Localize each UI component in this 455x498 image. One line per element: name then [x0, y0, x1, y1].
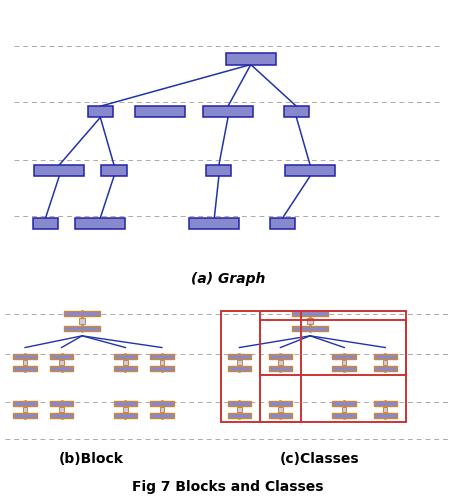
Bar [88, 106, 113, 118]
Bar [268, 354, 292, 359]
Bar [291, 326, 328, 331]
Bar [113, 354, 137, 359]
Bar [59, 360, 64, 365]
Bar [13, 354, 37, 359]
Bar [33, 218, 58, 229]
Bar [13, 366, 37, 371]
Bar [150, 366, 173, 371]
Bar [373, 401, 396, 406]
Bar [101, 165, 126, 176]
Text: (a) Graph: (a) Graph [190, 272, 265, 286]
Bar [50, 401, 73, 406]
Bar [123, 360, 127, 365]
Text: (c)Classes: (c)Classes [279, 453, 358, 467]
Bar [268, 366, 292, 371]
Bar [373, 354, 396, 359]
Bar [59, 407, 64, 412]
Text: (b)Block: (b)Block [59, 453, 123, 467]
Bar [341, 360, 346, 365]
Bar [34, 165, 84, 176]
Bar [202, 106, 253, 118]
Bar [159, 360, 164, 365]
Bar [221, 311, 300, 422]
Bar [113, 366, 137, 371]
Bar [269, 218, 295, 229]
Bar [50, 413, 73, 418]
Bar [113, 401, 137, 406]
Bar [159, 407, 164, 412]
Bar [13, 401, 37, 406]
Text: Fig 7 Blocks and Classes: Fig 7 Blocks and Classes [132, 480, 323, 494]
Bar [50, 354, 73, 359]
Bar [332, 354, 355, 359]
Bar [150, 401, 173, 406]
Bar [150, 354, 173, 359]
Bar [123, 407, 127, 412]
Bar [268, 413, 292, 418]
Bar [278, 407, 282, 412]
Bar [382, 407, 387, 412]
Bar [341, 407, 346, 412]
Bar [79, 318, 85, 324]
Bar [50, 366, 73, 371]
Bar [268, 401, 292, 406]
Bar [259, 311, 405, 422]
Bar [227, 366, 251, 371]
Bar [382, 360, 387, 365]
Bar [278, 360, 282, 365]
Bar [332, 366, 355, 371]
Bar [237, 360, 241, 365]
Bar [227, 354, 251, 359]
Bar [227, 401, 251, 406]
Bar [75, 218, 125, 229]
Bar [332, 401, 355, 406]
Bar [291, 311, 328, 316]
Bar [227, 413, 251, 418]
Bar [332, 413, 355, 418]
Bar [134, 106, 184, 118]
Bar [23, 407, 27, 412]
Bar [206, 165, 231, 176]
Bar [64, 311, 100, 316]
Bar [150, 413, 173, 418]
Bar [64, 326, 100, 331]
Bar [225, 53, 275, 65]
Bar [237, 407, 241, 412]
Bar [113, 413, 137, 418]
Bar [373, 366, 396, 371]
Bar [259, 320, 405, 374]
Bar [189, 218, 239, 229]
Bar [373, 413, 396, 418]
Bar [23, 360, 27, 365]
Bar [13, 413, 37, 418]
Bar [284, 165, 334, 176]
Bar [306, 318, 313, 324]
Bar [283, 106, 308, 118]
